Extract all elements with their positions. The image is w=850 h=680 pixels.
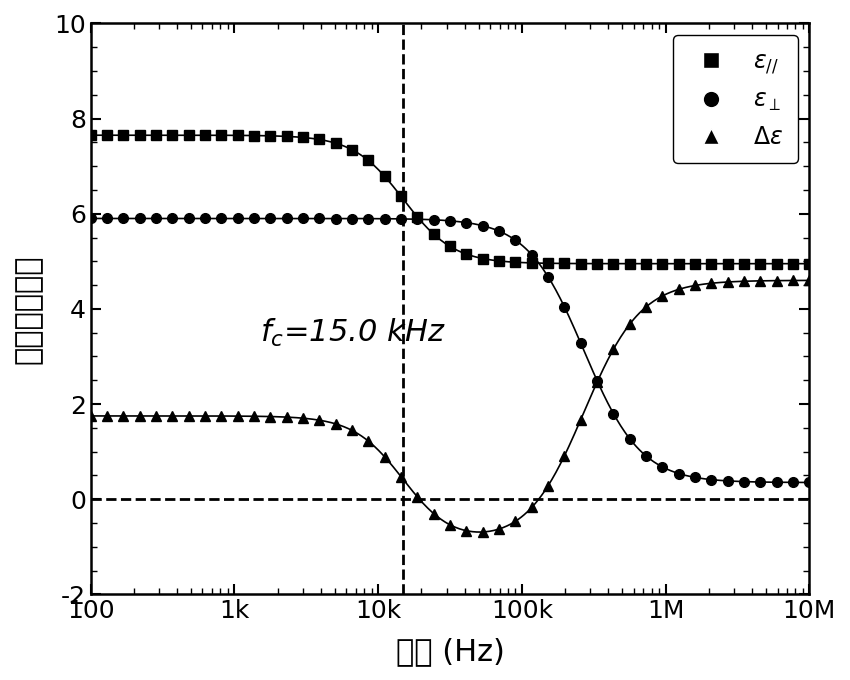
Text: $f_c$=15.0 $kHz$: $f_c$=15.0 $kHz$ xyxy=(260,317,445,349)
X-axis label: 频率 (Hz): 频率 (Hz) xyxy=(395,637,504,666)
Y-axis label: 介电各向异性: 介电各向异性 xyxy=(14,254,42,364)
Legend: $\varepsilon_{//}$, $\varepsilon_{\perp}$, $\Delta\varepsilon$: $\varepsilon_{//}$, $\varepsilon_{\perp}… xyxy=(673,35,797,163)
